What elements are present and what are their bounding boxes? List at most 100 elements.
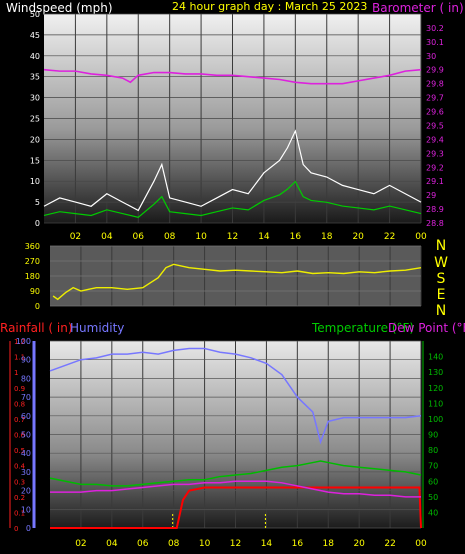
temperature-line: [49, 460, 422, 487]
direction-tick-label: 360: [25, 242, 40, 251]
direction-tick-label: 0: [35, 302, 40, 311]
wind-direction-panel: 0 90 180 270 360 N W S E N: [25, 238, 448, 319]
windspeed-tick-label: 25: [30, 115, 40, 124]
windspeed-tick-label: 40: [30, 52, 40, 61]
temperature-label: Temperature (°F): [311, 321, 414, 335]
barometer-tick-label: 29.6: [426, 108, 444, 117]
panel3-marks: [49, 347, 422, 529]
x-tick-label: 02: [75, 539, 86, 549]
rain-humidity-temperature-panel: 00.10.20.30.40.50.60.70.80.911.11.2 0102…: [9, 337, 443, 549]
dewpoint-label: Dew Point (°F): [388, 321, 465, 335]
windspeed-tick-label: 15: [30, 156, 40, 165]
x-tick-label: 18: [321, 232, 333, 242]
compass-n-bottom: N: [436, 303, 446, 319]
humidity-tick-label: 30: [21, 468, 31, 477]
x-tick-label: 22: [384, 232, 395, 242]
barometer-tick-label: 29.2: [426, 163, 444, 172]
rain-tick-label: 0.5: [14, 447, 25, 455]
rain-tick-label: 0.8: [14, 400, 25, 408]
windspeed-average-line: [43, 180, 422, 219]
rain-tick-label: 0.7: [14, 416, 25, 424]
temperature-tick-label: 130: [428, 368, 443, 377]
rain-tick-label: 1.2: [14, 338, 25, 346]
windspeed-tick-label: 10: [30, 177, 40, 186]
dewpoint-line: [50, 480, 421, 498]
x-tick-label: 20: [353, 539, 365, 549]
direction-axis-ticks: 0 90 180 270 360: [25, 242, 40, 311]
compass-labels: N W S E N: [434, 238, 448, 319]
temperature-tick-label: 50: [428, 493, 438, 502]
barometer-tick-label: 29.4: [426, 135, 444, 144]
rain-tick-label: 0.9: [14, 385, 25, 393]
temperature-tick-label: 120: [428, 384, 443, 393]
barometer-tick-label: 29.8: [426, 80, 444, 89]
panel1-x-ticks: 02 04 06 08 10 12 14 16 18 20 22 00: [70, 232, 427, 242]
rain-tick-label: 0.6: [14, 432, 26, 440]
windspeed-line: [43, 129, 422, 212]
barometer-tick-label: 30.2: [426, 24, 444, 33]
rain-tick-label: 1.1: [14, 354, 25, 362]
rain-tick-label: 0.2: [14, 494, 25, 502]
humidity-tick-label: 0: [26, 524, 31, 533]
panel2-grid: [50, 245, 422, 307]
humidity-tick-label: 20: [21, 487, 31, 496]
barometer-tick-label: 28.9: [426, 205, 444, 214]
temperature-tick-label: 110: [428, 399, 443, 408]
humidity-tick-label: 40: [21, 449, 31, 458]
x-tick-label: 12: [230, 539, 241, 549]
panel1-marks: [43, 68, 422, 219]
temperature-tick-label: 100: [428, 415, 443, 424]
windspeed-tick-label: 50: [30, 10, 40, 19]
humidity-tick-label: 100: [16, 337, 31, 346]
humidity-tick-label: 70: [21, 393, 31, 402]
barometer-tick-label: 29: [426, 191, 436, 200]
x-tick-label: 06: [133, 232, 145, 242]
x-tick-label: 18: [323, 539, 335, 549]
panel1-grid: [44, 13, 422, 224]
x-tick-label: 10: [199, 539, 211, 549]
panel3-x-ticks: 02 04 06 08 10 12 14 16 18 20 22 00: [75, 539, 427, 549]
rainfall-line: [50, 486, 422, 529]
x-tick-label: 02: [70, 232, 81, 242]
x-tick-label: 00: [415, 232, 427, 242]
barometer-tick-label: 29.5: [426, 121, 444, 130]
x-tick-label: 10: [195, 232, 207, 242]
barometer-tick-label: 28.8: [426, 219, 444, 228]
x-tick-label: 14: [261, 539, 273, 549]
humidity-tick-label: 90: [21, 356, 31, 365]
compass-w: W: [434, 255, 448, 271]
windspeed-title: Windspeed (mph): [6, 1, 113, 15]
windspeed-axis-ticks: 0 5 10 15 20 25 30 35 40 45 50: [30, 10, 40, 228]
temperature-tick-label: 90: [428, 431, 438, 440]
humidity-label: Humidity: [70, 321, 124, 335]
x-tick-label: 16: [292, 539, 304, 549]
rainfall-label: Rainfall ( in): [0, 321, 73, 335]
rain-tick-label: 0: [14, 525, 18, 533]
barometer-tick-label: 29.1: [426, 177, 444, 186]
windspeed-tick-label: 30: [30, 94, 40, 103]
x-tick-label: 20: [352, 232, 364, 242]
temperature-tick-label: 80: [428, 446, 438, 455]
temperature-tick-label: 60: [428, 477, 438, 486]
humidity-tick-label: 50: [21, 431, 31, 440]
compass-e: E: [437, 287, 446, 303]
x-tick-label: 04: [101, 232, 113, 242]
compass-s: S: [437, 271, 446, 287]
panel3-grid: [50, 340, 422, 529]
direction-tick-label: 270: [25, 257, 40, 266]
rain-axis-ticks: 0 0.1 0.2 0.3 0.4 0.5 0.6 0.7 0.8 0.9 1 1.1 1.2: [14, 338, 26, 533]
x-tick-label: 14: [258, 232, 270, 242]
direction-tick-label: 90: [30, 287, 40, 296]
x-tick-label: 12: [227, 232, 238, 242]
barometer-tick-label: 29.7: [426, 94, 444, 103]
humidity-tick-label: 10: [21, 505, 31, 514]
x-tick-label: 08: [164, 232, 176, 242]
windspeed-tick-label: 35: [30, 73, 40, 82]
x-tick-label: 08: [168, 539, 180, 549]
rain-tick-label: 0.1: [14, 509, 25, 517]
direction-tick-label: 180: [25, 272, 40, 281]
barometer-tick-label: 29.9: [426, 66, 444, 75]
